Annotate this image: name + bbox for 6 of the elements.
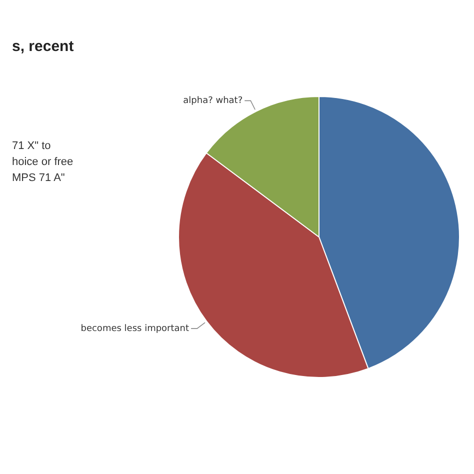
slice-label: alpha? what?	[183, 96, 243, 106]
text: MPS 71 A"	[12, 171, 66, 186]
chart-title: s, recent	[12, 38, 74, 55]
slice-label: becomes less important	[80, 324, 190, 334]
text: 71 X" to	[12, 139, 52, 154]
text: hoice or free	[12, 155, 74, 170]
